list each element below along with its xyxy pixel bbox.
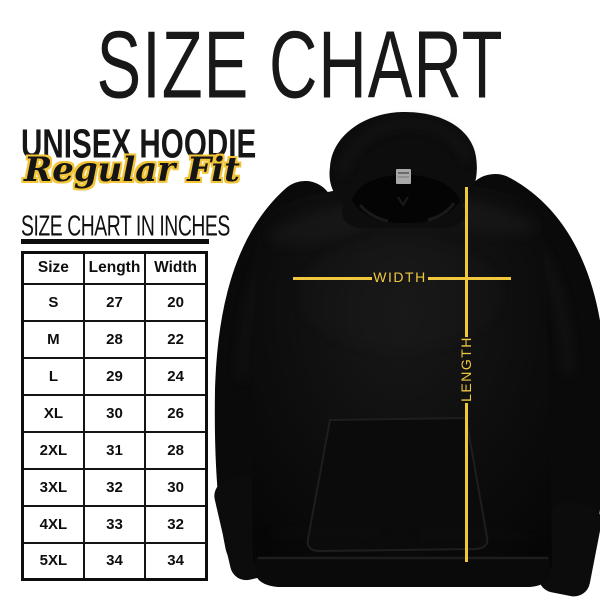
length-cell: 31: [82, 430, 147, 470]
column-header-length: Length: [82, 251, 147, 285]
neck-tag: [396, 169, 411, 207]
table-row: 2XL 31 28: [21, 430, 208, 470]
table-row: S 27 20: [21, 282, 208, 322]
width-line-right-segment: [428, 277, 511, 280]
table-row: 4XL 33 32: [21, 504, 208, 544]
length-line-bottom-segment: [464, 403, 468, 562]
size-cell: L: [21, 356, 85, 396]
table-heading: SIZE CHART IN INCHES: [21, 209, 230, 242]
length-cell: 30: [82, 393, 147, 433]
column-header-width: Width: [144, 251, 208, 285]
width-cell: 32: [144, 504, 208, 544]
width-measurement-label: WIDTH: [373, 269, 427, 285]
width-cell: 22: [144, 319, 208, 359]
size-cell: 5XL: [21, 541, 85, 581]
hoodie-image: [214, 111, 600, 597]
table-row: L 29 24: [21, 356, 208, 396]
length-cell: 29: [82, 356, 147, 396]
width-cell: 30: [144, 467, 208, 507]
table-row: 5XL 34 34: [21, 541, 208, 581]
kangaroo-pocket: [306, 416, 489, 553]
page-title: SIZE CHART: [96, 12, 504, 119]
size-cell: 4XL: [21, 504, 85, 544]
size-cell: 2XL: [21, 430, 85, 470]
width-line-left-segment: [293, 277, 372, 280]
bottom-hem: [255, 557, 550, 587]
size-cell: XL: [21, 393, 85, 433]
size-cell: S: [21, 282, 85, 322]
heading-underline: [21, 239, 209, 244]
length-cell: 34: [82, 541, 147, 581]
width-cell: 28: [144, 430, 208, 470]
length-cell: 27: [82, 282, 147, 322]
length-line-top-segment: [464, 187, 468, 337]
length-cell: 33: [82, 504, 147, 544]
product-name: UNISEX HOODIE: [21, 121, 257, 167]
width-cell: 26: [144, 393, 208, 433]
table-row: 3XL 32 30: [21, 467, 208, 507]
fit-label: Regular Fit: [24, 150, 240, 190]
width-cell: 34: [144, 541, 208, 581]
length-cell: 28: [82, 319, 147, 359]
width-cell: 24: [144, 356, 208, 396]
width-cell: 20: [144, 282, 208, 322]
size-cell: 3XL: [21, 467, 85, 507]
size-table: Size Length Width S 27 20 M 28 22 L 29 2…: [21, 251, 208, 581]
size-cell: M: [21, 319, 85, 359]
column-header-size: Size: [21, 251, 85, 285]
length-cell: 32: [82, 467, 147, 507]
table-row: XL 30 26: [21, 393, 208, 433]
table-row: M 28 22: [21, 319, 208, 359]
table-header-row: Size Length Width: [21, 251, 208, 285]
length-measurement-label: LENGTH: [458, 336, 474, 402]
